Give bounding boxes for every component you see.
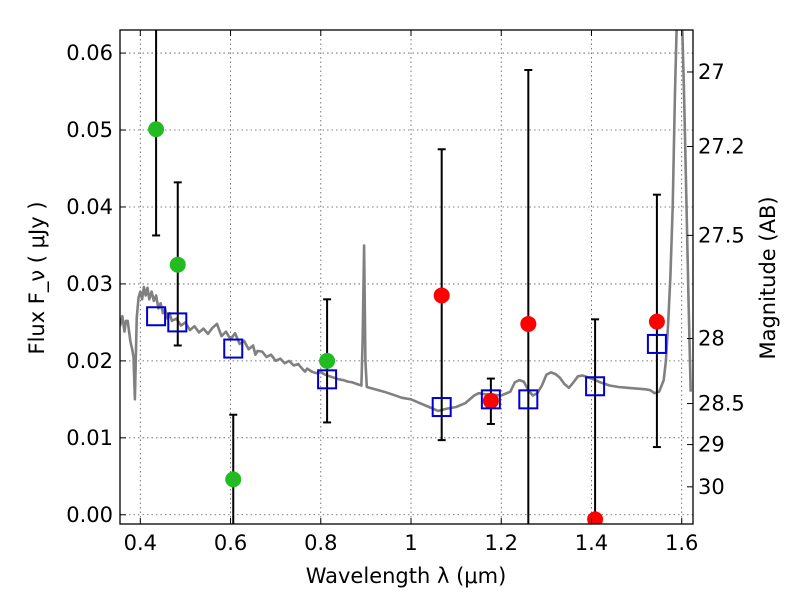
x-axis-label: Wavelength λ (μm) bbox=[306, 564, 507, 588]
y-tick-label: 0.03 bbox=[66, 272, 113, 296]
model-flux-square bbox=[480, 389, 501, 410]
mag-tick-label: 27.2 bbox=[698, 134, 745, 158]
y-axis-label: Flux F_ν ( μJy ) bbox=[25, 201, 50, 354]
x-tick-labels: 0.4 0.6 0.8 1 1.2 1.4 1.6 bbox=[124, 531, 699, 555]
y-tick-label: 0.04 bbox=[66, 195, 113, 219]
model-flux-square bbox=[646, 333, 667, 354]
x-tick-label: 1.6 bbox=[665, 531, 698, 555]
sed-model-curve bbox=[120, 30, 692, 413]
y-tick-label: 0.02 bbox=[66, 349, 113, 373]
x-tick-label: 0.6 bbox=[214, 531, 247, 555]
right-axis-label: Magnitude (AB) bbox=[756, 196, 780, 359]
plot-frame bbox=[119, 29, 694, 525]
mag-tick-label: 29 bbox=[698, 433, 725, 457]
flux-point bbox=[225, 471, 242, 488]
mag-tick-label: 27.5 bbox=[698, 223, 745, 247]
flux-point bbox=[648, 313, 665, 330]
model-flux-square bbox=[167, 312, 188, 333]
model-flux-square bbox=[585, 376, 606, 397]
flux-point bbox=[433, 287, 450, 304]
sed-line bbox=[120, 30, 692, 413]
axis-ticks bbox=[120, 30, 693, 524]
model-flux-square bbox=[146, 306, 167, 327]
data-markers bbox=[146, 121, 667, 524]
x-tick-label: 0.8 bbox=[304, 531, 337, 555]
x-tick-label: 1 bbox=[404, 531, 417, 555]
mag-tick-label: 28.5 bbox=[698, 392, 745, 416]
x-tick-label: 0.4 bbox=[124, 531, 157, 555]
mag-tick-label: 27 bbox=[698, 60, 725, 84]
model-flux-square bbox=[223, 338, 244, 359]
y-tick-label: 0.01 bbox=[66, 426, 113, 450]
grid bbox=[120, 30, 693, 524]
y-tick-label: 0.06 bbox=[66, 41, 113, 65]
magnitude-tick-labels: 27 27.2 27.5 28 28.5 29 30 bbox=[698, 60, 745, 499]
y-tick-label: 0.00 bbox=[66, 503, 113, 527]
x-tick-label: 1.2 bbox=[485, 531, 518, 555]
y-tick-labels: 0.00 0.01 0.02 0.03 0.04 0.05 0.06 bbox=[66, 41, 113, 527]
flux-point bbox=[482, 392, 499, 409]
x-tick-label: 1.4 bbox=[575, 531, 608, 555]
flux-point bbox=[319, 352, 336, 369]
flux-point bbox=[169, 256, 186, 273]
mag-tick-label: 30 bbox=[698, 475, 725, 499]
model-flux-square bbox=[518, 389, 539, 410]
mag-tick-label: 28 bbox=[698, 326, 725, 350]
model-flux-square bbox=[431, 397, 452, 418]
flux-point bbox=[520, 315, 537, 332]
error-bars bbox=[152, 30, 661, 524]
model-flux-square bbox=[317, 369, 338, 390]
y-tick-label: 0.05 bbox=[66, 118, 113, 142]
flux-point bbox=[148, 121, 165, 138]
